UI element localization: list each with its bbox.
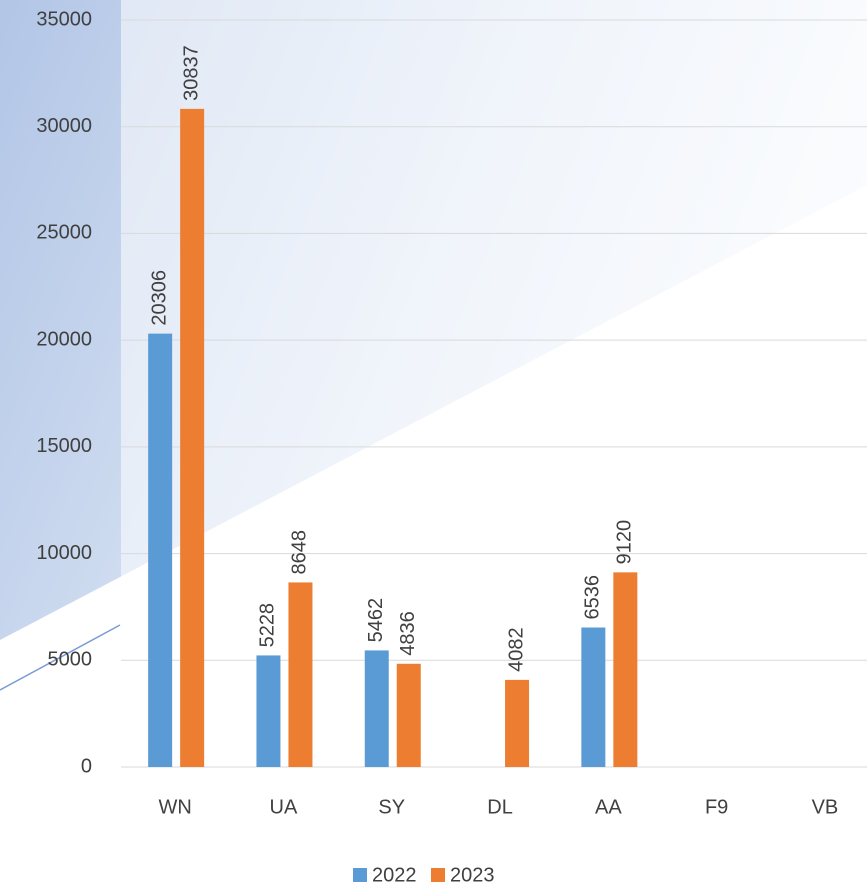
y-tick-label: 30000	[36, 115, 92, 137]
data-label: 30837	[180, 45, 202, 101]
data-label: 9120	[614, 520, 636, 565]
x-tick-label: SY	[378, 796, 405, 818]
y-tick-label: 5000	[48, 649, 93, 671]
data-label: 5462	[365, 598, 387, 643]
background-decoration	[0, 624, 121, 691]
y-tick-label: 35000	[36, 8, 92, 30]
y-tick-label: 25000	[36, 222, 92, 244]
plot-area	[121, 0, 867, 780]
x-tick-label: AA	[595, 796, 622, 818]
data-label: 4836	[397, 611, 419, 656]
data-label: 4082	[505, 627, 527, 672]
bar	[256, 655, 281, 767]
bar	[613, 572, 638, 767]
data-label: 5228	[257, 603, 279, 648]
y-tick-label: 15000	[36, 435, 92, 457]
bar	[581, 627, 606, 767]
bar	[180, 108, 205, 767]
x-tick-label: DL	[487, 796, 513, 818]
bar	[364, 650, 389, 767]
x-tick-label: UA	[270, 796, 298, 818]
data-label: 6536	[582, 575, 604, 620]
y-tick-label: 20000	[36, 328, 92, 350]
bar	[148, 333, 173, 767]
bar	[505, 679, 530, 767]
y-tick-label: 0	[81, 755, 92, 777]
y-tick-label: 10000	[36, 542, 92, 564]
data-label: 20306	[148, 270, 170, 326]
legend-label: 2022	[372, 864, 417, 886]
legend-swatch	[353, 868, 367, 882]
bar	[288, 582, 313, 767]
legend-swatch	[431, 868, 445, 882]
x-tick-label: VB	[812, 796, 839, 818]
legend-label: 2023	[450, 864, 495, 886]
x-tick-label: F9	[705, 796, 728, 818]
bar	[396, 663, 421, 767]
x-tick-label: WN	[158, 796, 191, 818]
data-label: 8648	[289, 530, 311, 575]
